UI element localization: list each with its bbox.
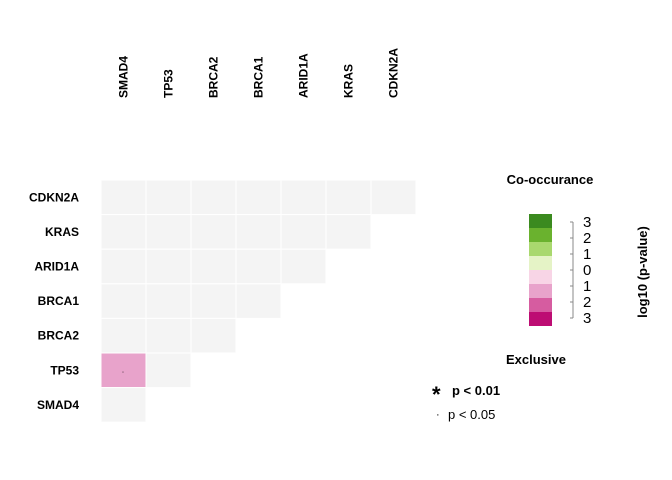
column-label: BRCA2 (207, 56, 221, 98)
heatmap-cell (190, 248, 237, 285)
legend-title-cooccurrence: Co-occurance (507, 172, 594, 187)
heatmap-cell (280, 248, 327, 285)
heatmap-cell (100, 179, 147, 216)
column-label: KRAS (342, 64, 356, 98)
legend-swatch (529, 256, 552, 270)
heatmap-cell (145, 317, 192, 354)
legend-tick-label: 1 (583, 246, 591, 263)
heatmap-cell (235, 214, 282, 250)
heatmap-cell (190, 283, 237, 319)
legend-swatch (529, 270, 552, 284)
significance-symbol: · (436, 409, 440, 421)
column-labels: SMAD4 TP53 BRCA2 BRCA1 ARID1A KRAS CDKN2A (117, 48, 401, 98)
legend-swatch (529, 312, 552, 326)
row-label: KRAS (45, 225, 79, 239)
heatmap-cell (190, 317, 237, 354)
legend-tick-label: 3 (583, 214, 591, 231)
column-label: CDKN2A (387, 48, 401, 98)
heatmap-cells: . (100, 179, 417, 423)
cell-significance-mark: . (122, 365, 124, 374)
legend-scale-title: log10 (p-value) (635, 226, 650, 318)
heatmap-cell (145, 248, 192, 285)
heatmap-cell (100, 248, 147, 285)
legend-tick-label: 2 (583, 230, 591, 247)
heatmap-cell (100, 317, 147, 354)
heatmap-cell (235, 283, 282, 319)
legend-title-exclusive: Exclusive (506, 352, 566, 367)
heatmap-cell (190, 214, 237, 250)
heatmap-cell (100, 387, 147, 423)
heatmap-cell (235, 179, 282, 216)
heatmap-cell (190, 179, 237, 216)
heatmap-cell (325, 179, 372, 216)
row-labels: CDKN2A KRAS ARID1A BRCA1 BRCA2 TP53 SMAD4 (29, 190, 79, 412)
significance-symbol: * (432, 382, 441, 407)
row-label: BRCA2 (38, 329, 80, 343)
legend-swatch (529, 228, 552, 242)
significance-legend: * p < 0.01 · p < 0.05 (432, 382, 500, 422)
column-label: TP53 (162, 69, 176, 98)
heatmap-cell (100, 283, 147, 319)
heatmap-cell (325, 214, 372, 250)
column-label: ARID1A (297, 53, 311, 98)
row-label: CDKN2A (29, 190, 79, 204)
legend-swatch (529, 284, 552, 298)
heatmap-cell (145, 214, 192, 250)
row-label: BRCA1 (38, 294, 80, 308)
row-label: SMAD4 (37, 398, 79, 412)
column-label: BRCA1 (252, 56, 266, 98)
legend-tick-label: 3 (583, 310, 591, 327)
heatmap-cell (280, 214, 327, 250)
legend-swatch (529, 242, 552, 256)
row-label: ARID1A (34, 260, 79, 274)
heatmap-cell (100, 352, 147, 389)
legend-tick-label: 2 (583, 294, 591, 311)
significance-label: p < 0.05 (448, 407, 495, 422)
legend-tick-label: 0 (583, 262, 591, 279)
significance-label: p < 0.01 (452, 383, 500, 398)
legend-colorbar (529, 214, 552, 326)
legend-swatch (529, 214, 552, 228)
heatmap-cell (370, 179, 417, 216)
row-label: TP53 (50, 363, 79, 377)
legend-tick-label: 1 (583, 278, 591, 295)
heatmap-cell (145, 283, 192, 319)
heatmap-cell (100, 214, 147, 250)
heatmap-cell (145, 179, 192, 216)
column-label: SMAD4 (117, 56, 131, 98)
heatmap-cell (280, 179, 327, 216)
legend-swatch (529, 298, 552, 312)
heatmap-cell (145, 352, 192, 389)
heatmap-cell (235, 248, 282, 285)
